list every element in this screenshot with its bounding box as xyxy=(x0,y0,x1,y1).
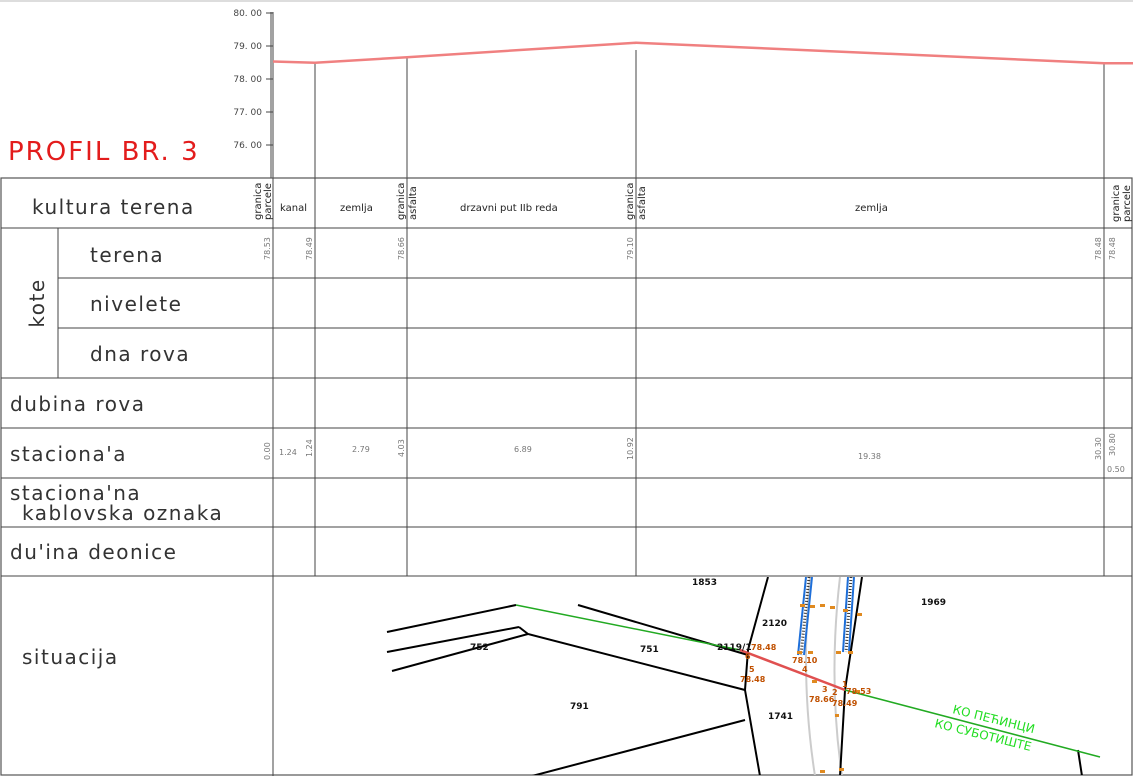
axis-label-80: 80. 00 xyxy=(233,9,262,19)
situation-elevation: 78.66 xyxy=(809,695,835,704)
row-label-stacionaza: staciona'a xyxy=(10,442,127,466)
station-value: 30.30 xyxy=(1094,437,1103,460)
point-number: 2 xyxy=(832,688,838,697)
culture-zemlja-1: zemlja xyxy=(340,203,373,214)
row-label-duzina: du'ina deonice xyxy=(10,540,177,564)
parcel-number: 752 xyxy=(470,643,489,653)
row-label-stac-kabl-1: staciona'na xyxy=(10,481,141,505)
culture-labels: granica parcele kanal zemlja granica asf… xyxy=(253,183,1133,222)
culture-parcele-4: parcele xyxy=(1122,185,1133,222)
profile-station-lines xyxy=(314,50,1105,178)
row-label-dubina: dubina rova xyxy=(10,392,146,416)
axis-label-77: 77. 00 xyxy=(233,108,262,118)
culture-granica-1: granica xyxy=(253,183,264,220)
terena-value: 78.66 xyxy=(397,237,406,260)
terrain-profile-line xyxy=(272,41,1133,65)
axis-label-78: 78. 00 xyxy=(233,75,262,85)
culture-granica-2: granica xyxy=(396,183,407,220)
terena-value: 78.53 xyxy=(263,237,272,260)
point-number: 1 xyxy=(842,680,848,689)
terena-value: 78.49 xyxy=(305,237,314,260)
stationing-values: 0.00 1.24 1.24 2.79 4.03 6.89 10.92 19.3… xyxy=(263,433,1125,474)
situation-elevation: 78.48 xyxy=(751,643,777,652)
terena-value: 78.48 xyxy=(1108,237,1117,260)
situation-elevation: 78.49 xyxy=(832,699,858,708)
station-value: 4.03 xyxy=(397,439,406,457)
terena-value: 78.48 xyxy=(1094,237,1103,260)
terena-values: 78.53 78.49 78.66 79.10 78.48 78.48 xyxy=(263,237,1117,260)
table-grid xyxy=(0,177,1133,776)
axis-label-79: 79. 00 xyxy=(233,42,262,52)
axis-label-76: 76. 00 xyxy=(233,141,262,151)
culture-granica-3: granica xyxy=(625,183,636,220)
row-label-kote: kote xyxy=(25,278,49,327)
culture-asfalta-2: asfalta xyxy=(637,186,648,220)
station-value: 0.00 xyxy=(263,442,272,460)
station-value: 1.24 xyxy=(279,448,297,457)
culture-asfalta-1: asfalta xyxy=(408,186,419,220)
situation-elevation: 78.48 xyxy=(740,675,766,684)
culture-put: drzavni put IIb reda xyxy=(460,203,558,214)
row-label-stac-kabl-2: kablovska oznaka xyxy=(22,501,223,525)
culture-kanal: kanal xyxy=(280,203,307,214)
parcel-number: 791 xyxy=(570,702,589,712)
point-number: 3 xyxy=(822,685,828,694)
orange-markers xyxy=(797,604,862,773)
point-number: 4 xyxy=(802,665,808,674)
row-label-dna-rova: dna rova xyxy=(90,342,190,366)
row-label-situacija: situacija xyxy=(22,645,119,669)
station-value: 19.38 xyxy=(858,452,881,461)
situation-elevation: 78.53 xyxy=(846,687,871,696)
culture-zemlja-2: zemlja xyxy=(855,203,888,214)
terena-value: 79.10 xyxy=(626,237,635,260)
situation-elevation: 78.10 xyxy=(792,656,818,665)
point-number: 5 xyxy=(749,665,755,674)
elevation-axis: 80. 00 79. 00 78. 00 77. 00 76. 00 xyxy=(233,9,274,178)
culture-parcele-1: parcele xyxy=(263,183,274,220)
parcel-number: 1853 xyxy=(692,578,717,588)
station-value: 2.79 xyxy=(352,445,370,454)
row-labels: kultura terena kote terena nivelete dna … xyxy=(10,195,223,669)
parcel-number: 2119/1 xyxy=(717,643,752,653)
culture-granica-4: granica xyxy=(1111,185,1122,222)
station-value: 10.92 xyxy=(626,437,635,460)
situation-map: 1853 1969 2120 752 751 2119/1 791 1741 6… xyxy=(386,577,1101,775)
row-label-kultura: kultura terena xyxy=(32,195,195,219)
point-number: 6 xyxy=(745,652,751,661)
row-label-terena: terena xyxy=(90,243,164,267)
parcel-number: 751 xyxy=(640,645,659,655)
parcel-number: 1969 xyxy=(921,598,946,608)
station-value: 1.24 xyxy=(305,439,314,457)
row-label-nivelete: nivelete xyxy=(90,292,182,316)
parcel-number: 2120 xyxy=(762,619,787,629)
parcel-number: 1741 xyxy=(768,712,793,722)
station-value: 0.50 xyxy=(1107,465,1125,474)
station-value: 6.89 xyxy=(514,445,532,454)
profile-title: PROFIL BR. 3 xyxy=(8,137,200,167)
station-value: 30.80 xyxy=(1108,433,1117,456)
